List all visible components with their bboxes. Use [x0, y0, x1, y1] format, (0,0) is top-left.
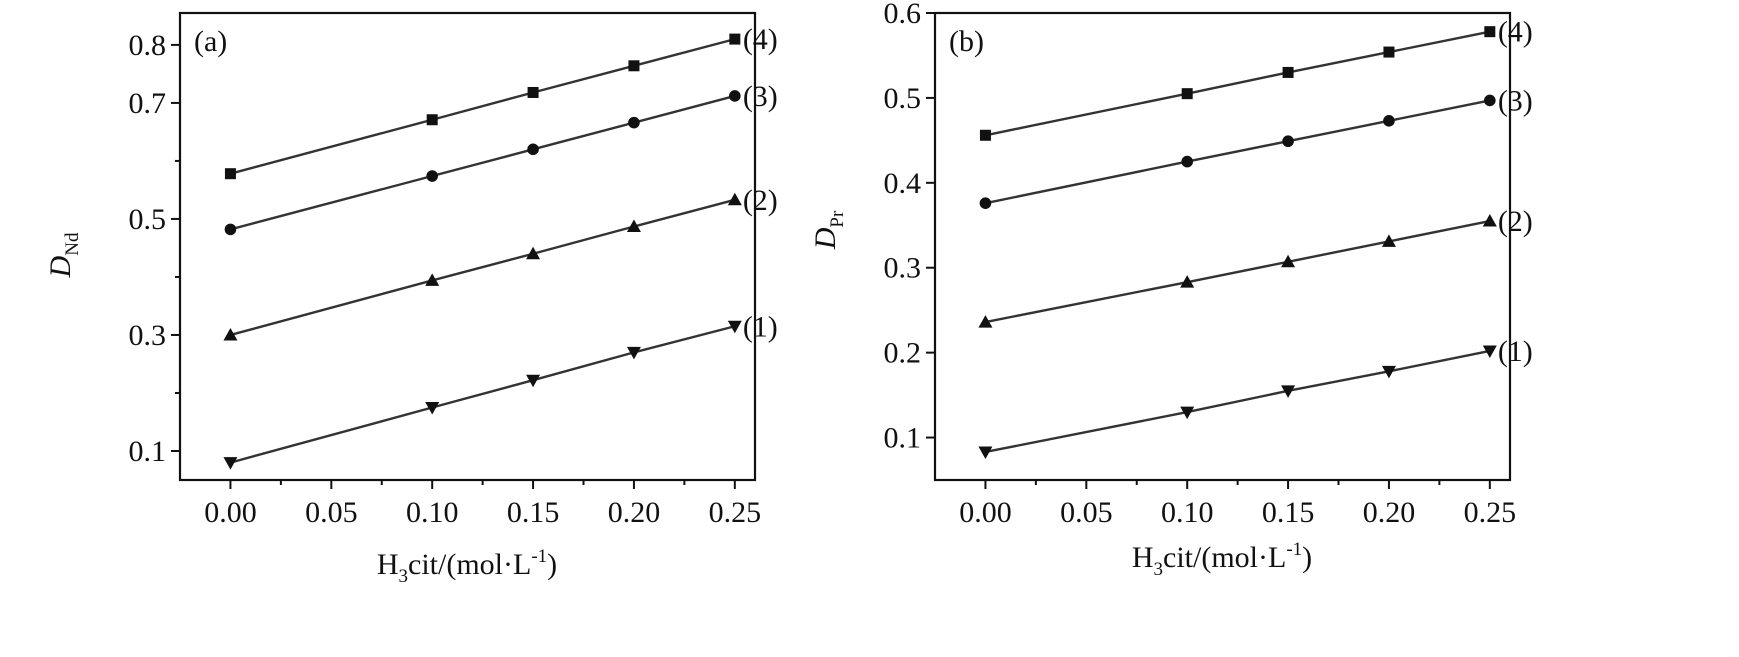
y-axis-title: DPr [809, 210, 848, 250]
series-label: (4) [1498, 16, 1533, 49]
data-point [426, 170, 438, 182]
y-tick-label: 0.2 [884, 337, 922, 370]
data-point [223, 327, 238, 341]
series-line [230, 94, 736, 231]
data-point [1281, 254, 1296, 268]
x-tick-label: 0.25 [709, 496, 762, 529]
series-line [230, 37, 736, 175]
data-point [527, 143, 539, 156]
data-point [628, 60, 640, 72]
y-tick-label: 0.8 [129, 29, 167, 62]
data-point [1180, 275, 1195, 288]
data-point [426, 114, 438, 126]
x-tick-label: 0.05 [305, 496, 358, 529]
series-line [985, 349, 1491, 454]
x-axis-title: H3cit/(mol·L-1) [377, 546, 557, 587]
data-point [1181, 88, 1193, 100]
series-label: (1) [743, 310, 778, 343]
y-tick-label: 0.4 [884, 167, 922, 200]
series-2: (2) [978, 205, 1533, 328]
series-line [985, 30, 1491, 137]
y-tick-label: 0.1 [129, 435, 167, 468]
series-3: (3) [979, 84, 1533, 209]
data-point [224, 223, 237, 236]
chart-panel-b: 0.00 0.05 0.10 0.15 0.20 0.25 0.1 0.2 0.3 0.4 0.5 0… [809, 0, 1533, 580]
chart-panel-a: 0.00 0.05 0.10 0.15 0.20 0.25 0.1 0.3 0.5 0.7 0.8 (… [44, 11, 778, 587]
data-point [527, 86, 539, 98]
data-point [978, 446, 993, 459]
series-label: (2) [743, 184, 778, 217]
x-tick-label: 0.10 [406, 496, 459, 529]
data-point [425, 273, 440, 286]
data-point [1383, 46, 1395, 58]
y-tick-label: 0.1 [884, 422, 922, 455]
data-point [1484, 26, 1496, 38]
data-point [729, 90, 741, 102]
series-line [985, 219, 1491, 324]
x-tick-label: 0.00 [959, 496, 1012, 529]
data-point [1281, 385, 1296, 398]
data-point [979, 197, 992, 209]
data-point [1482, 345, 1497, 358]
data-point [1181, 155, 1193, 168]
data-point [1381, 365, 1396, 379]
data-point [729, 33, 741, 45]
series-4: (4) [979, 16, 1533, 141]
y-tick-label: 0.6 [884, 0, 922, 30]
data-point [727, 192, 742, 206]
data-point [526, 246, 541, 260]
series-label: (4) [743, 23, 778, 56]
data-point [1282, 66, 1294, 78]
data-point [1383, 115, 1395, 127]
data-point [1484, 94, 1496, 107]
series-1: (1) [978, 335, 1533, 459]
y-tick-label: 0.3 [884, 252, 922, 285]
data-point [526, 374, 541, 388]
x-tick-label: 0.15 [507, 496, 560, 529]
x-axis-title: H3cit/(mol·L-1) [1132, 539, 1312, 580]
data-point [224, 168, 236, 180]
series-3: (3) [224, 80, 778, 236]
panel-label: (b) [949, 25, 984, 58]
series-4: (4) [224, 23, 778, 180]
data-point [979, 129, 991, 141]
data-point [626, 346, 641, 360]
series-label: (3) [743, 80, 778, 113]
data-point [223, 457, 238, 470]
series-2: (2) [223, 184, 778, 341]
x-tick-label: 0.00 [204, 496, 257, 529]
y-tick-label: 0.5 [129, 203, 167, 236]
data-point [425, 401, 440, 415]
series-1: (1) [223, 310, 778, 470]
x-tick-label: 0.15 [1262, 496, 1315, 529]
x-tick-label: 0.10 [1161, 496, 1214, 529]
x-tick-label: 0.20 [608, 496, 661, 529]
plot-frame [178, 11, 757, 482]
y-axis-title: DNd [44, 232, 83, 278]
x-tick-label: 0.20 [1363, 496, 1416, 529]
data-point [1282, 135, 1294, 148]
data-point [978, 315, 993, 328]
data-point [628, 116, 640, 129]
series-label: (1) [1498, 335, 1533, 368]
y-tick-label: 0.3 [129, 319, 167, 352]
series-label: (2) [1498, 205, 1533, 238]
data-point [1381, 234, 1396, 247]
data-point [1482, 214, 1497, 227]
x-tick-label: 0.25 [1464, 496, 1517, 529]
series-label: (3) [1498, 84, 1533, 117]
data-point [1180, 406, 1195, 420]
plot-frame [933, 11, 1512, 482]
y-tick-label: 0.7 [129, 87, 167, 120]
x-tick-label: 0.05 [1060, 496, 1113, 529]
series-line [230, 325, 736, 464]
series-line [985, 99, 1491, 205]
series-line [230, 198, 736, 337]
data-point [727, 320, 742, 334]
data-point [626, 219, 641, 232]
panel-label: (a) [194, 25, 227, 58]
y-tick-label: 0.5 [884, 82, 922, 115]
